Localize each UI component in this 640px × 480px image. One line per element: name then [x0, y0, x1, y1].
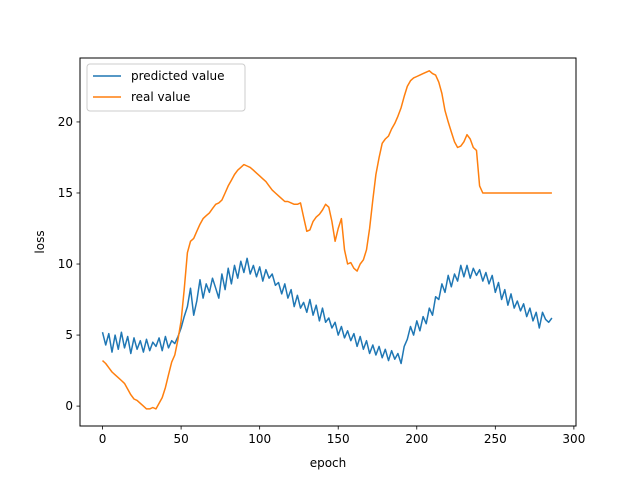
x-tick-label: 50 — [173, 432, 188, 446]
y-axis-label: loss — [33, 230, 47, 253]
y-tick-label: 5 — [65, 328, 73, 342]
x-tick-label: 0 — [99, 432, 107, 446]
y-tick-label: 0 — [65, 399, 73, 413]
x-axis-ticks: 0 50 100 150 200 250 300 — [99, 426, 585, 446]
legend: predicted value real value — [86, 63, 246, 112]
legend-label-1: real value — [131, 90, 190, 104]
x-tick-label: 250 — [484, 432, 507, 446]
series-line-1 — [101, 70, 552, 410]
legend-box — [86, 63, 246, 112]
y-tick-label: 10 — [58, 257, 73, 271]
x-tick-label: 100 — [248, 432, 271, 446]
plot-frame — [79, 57, 577, 427]
legend-label-0: predicted value — [131, 69, 225, 83]
x-tick-label: 150 — [327, 432, 350, 446]
x-axis-label: epoch — [310, 456, 347, 470]
x-tick-label: 300 — [562, 432, 585, 446]
series-line-0 — [101, 257, 553, 365]
y-tick-label: 20 — [58, 115, 73, 129]
x-tick-label: 200 — [405, 432, 428, 446]
y-axis-ticks: 0 5 10 15 20 — [58, 115, 80, 413]
series-layer — [101, 70, 553, 410]
y-tick-label: 15 — [58, 186, 73, 200]
